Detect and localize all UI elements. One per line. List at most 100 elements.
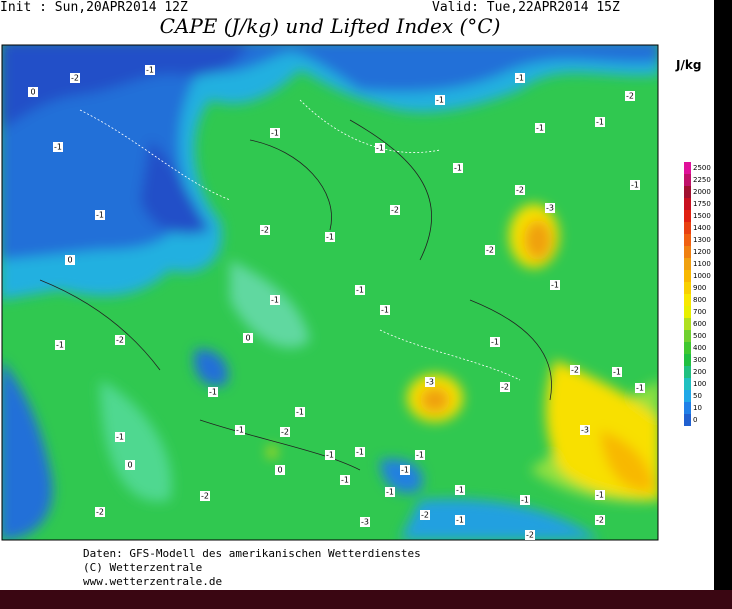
label-box	[500, 382, 510, 392]
colorbar-swatch	[684, 294, 691, 306]
colorbar-swatch	[684, 354, 691, 366]
label-box	[200, 491, 210, 501]
label-box	[355, 285, 365, 295]
lifted-index-label: -2	[516, 186, 524, 195]
colorbar-label: 300	[693, 356, 706, 364]
label-box	[570, 365, 580, 375]
colorbar-label: 800	[693, 296, 706, 304]
colorbar-swatch	[684, 402, 691, 414]
label-box	[455, 515, 465, 525]
label-box	[550, 280, 560, 290]
lifted-index-label: -1	[491, 338, 499, 347]
label-box	[435, 95, 445, 105]
label-box	[520, 495, 530, 505]
valid-label: Valid: Tue,22APR2014 15Z	[432, 0, 620, 15]
colorbar-swatch	[684, 162, 691, 174]
label-box	[425, 377, 435, 387]
colorbar-label: 200	[693, 368, 706, 376]
label-box	[635, 383, 645, 393]
colorbar-swatch	[684, 390, 691, 402]
colorbar-label: 0	[693, 416, 697, 424]
colorbar-unit: J/kg	[675, 58, 701, 72]
lifted-index-label: -2	[261, 226, 269, 235]
colorbar-label: 1200	[693, 248, 711, 256]
label-box	[490, 337, 500, 347]
lifted-index-label: -2	[71, 74, 79, 83]
label-box	[535, 123, 545, 133]
init-label: Init : Sun,20APR2014 12Z	[0, 0, 188, 15]
colorbar-swatch	[684, 366, 691, 378]
colorbar-label: 100	[693, 380, 706, 388]
lifted-index-label: -3	[581, 426, 589, 435]
colorbar-label: 2500	[693, 164, 711, 172]
colorbar-swatch	[684, 342, 691, 354]
lifted-index-label: -1	[271, 129, 279, 138]
colorbar-swatch	[684, 270, 691, 282]
colorbar-label: 1400	[693, 224, 711, 232]
colorbar-swatch	[684, 198, 691, 210]
lifted-index-label: -2	[486, 246, 494, 255]
lifted-index-label: -1	[596, 491, 604, 500]
label-box	[485, 245, 495, 255]
lifted-index-label: 0	[67, 256, 72, 265]
lifted-index-label: -1	[356, 448, 364, 457]
lifted-index-label: -1	[341, 476, 349, 485]
label-box	[455, 485, 465, 495]
colorbar-label: 1300	[693, 236, 711, 244]
label-box	[380, 305, 390, 315]
lifted-index-label: 0	[127, 461, 132, 470]
right-strip	[714, 0, 732, 590]
label-box	[55, 340, 65, 350]
label-box	[420, 510, 430, 520]
lifted-index-label: -1	[96, 211, 104, 220]
footer: Daten: GFS-Modell des amerikanischen Wet…	[83, 547, 421, 588]
label-box	[115, 432, 125, 442]
lifted-index-label: -1	[54, 143, 62, 152]
label-box	[325, 450, 335, 460]
lifted-index-label: -1	[326, 451, 334, 460]
label-box	[260, 225, 270, 235]
colorbar-swatch	[684, 246, 691, 258]
label-box	[95, 507, 105, 517]
lifted-index-label: -3	[361, 518, 369, 527]
label-box	[625, 91, 635, 101]
label-box	[400, 465, 410, 475]
lifted-index-label: -2	[421, 511, 429, 520]
label-box	[115, 335, 125, 345]
colorbar-label: 1000	[693, 272, 711, 280]
lifted-index-label: -1	[516, 74, 524, 83]
label-box	[295, 407, 305, 417]
label-box	[375, 143, 385, 153]
label-box	[415, 450, 425, 460]
label-box	[270, 128, 280, 138]
colorbar-swatch	[684, 414, 691, 426]
label-box	[525, 530, 535, 540]
lifted-index-label: -1	[536, 124, 544, 133]
colorbar-swatch	[684, 318, 691, 330]
lifted-index-label: -1	[296, 408, 304, 417]
lifted-index-label: -2	[596, 516, 604, 525]
lifted-index-label: -1	[551, 281, 559, 290]
colorbar-label: 900	[693, 284, 706, 292]
lifted-index-label: -2	[391, 206, 399, 215]
lifted-index-label: -1	[146, 66, 154, 75]
label-box	[595, 515, 605, 525]
label-box	[545, 203, 555, 213]
lifted-index-label: -1	[416, 451, 424, 460]
label-box	[390, 205, 400, 215]
colorbar-swatch	[684, 282, 691, 294]
label-box	[208, 387, 218, 397]
lifted-index-label: -1	[454, 164, 462, 173]
label-box	[53, 142, 63, 152]
label-box	[275, 465, 285, 475]
lifted-index-label: -1	[456, 516, 464, 525]
colorbar-label: 10	[693, 404, 702, 412]
colorbar-label: 700	[693, 308, 706, 316]
colorbar-label: 2250	[693, 176, 711, 184]
colorbar-label: 1500	[693, 212, 711, 220]
colorbar-swatch	[684, 378, 691, 390]
lifted-index-label: -2	[116, 336, 124, 345]
colorbar-swatch	[684, 222, 691, 234]
lifted-index-label: -1	[456, 486, 464, 495]
